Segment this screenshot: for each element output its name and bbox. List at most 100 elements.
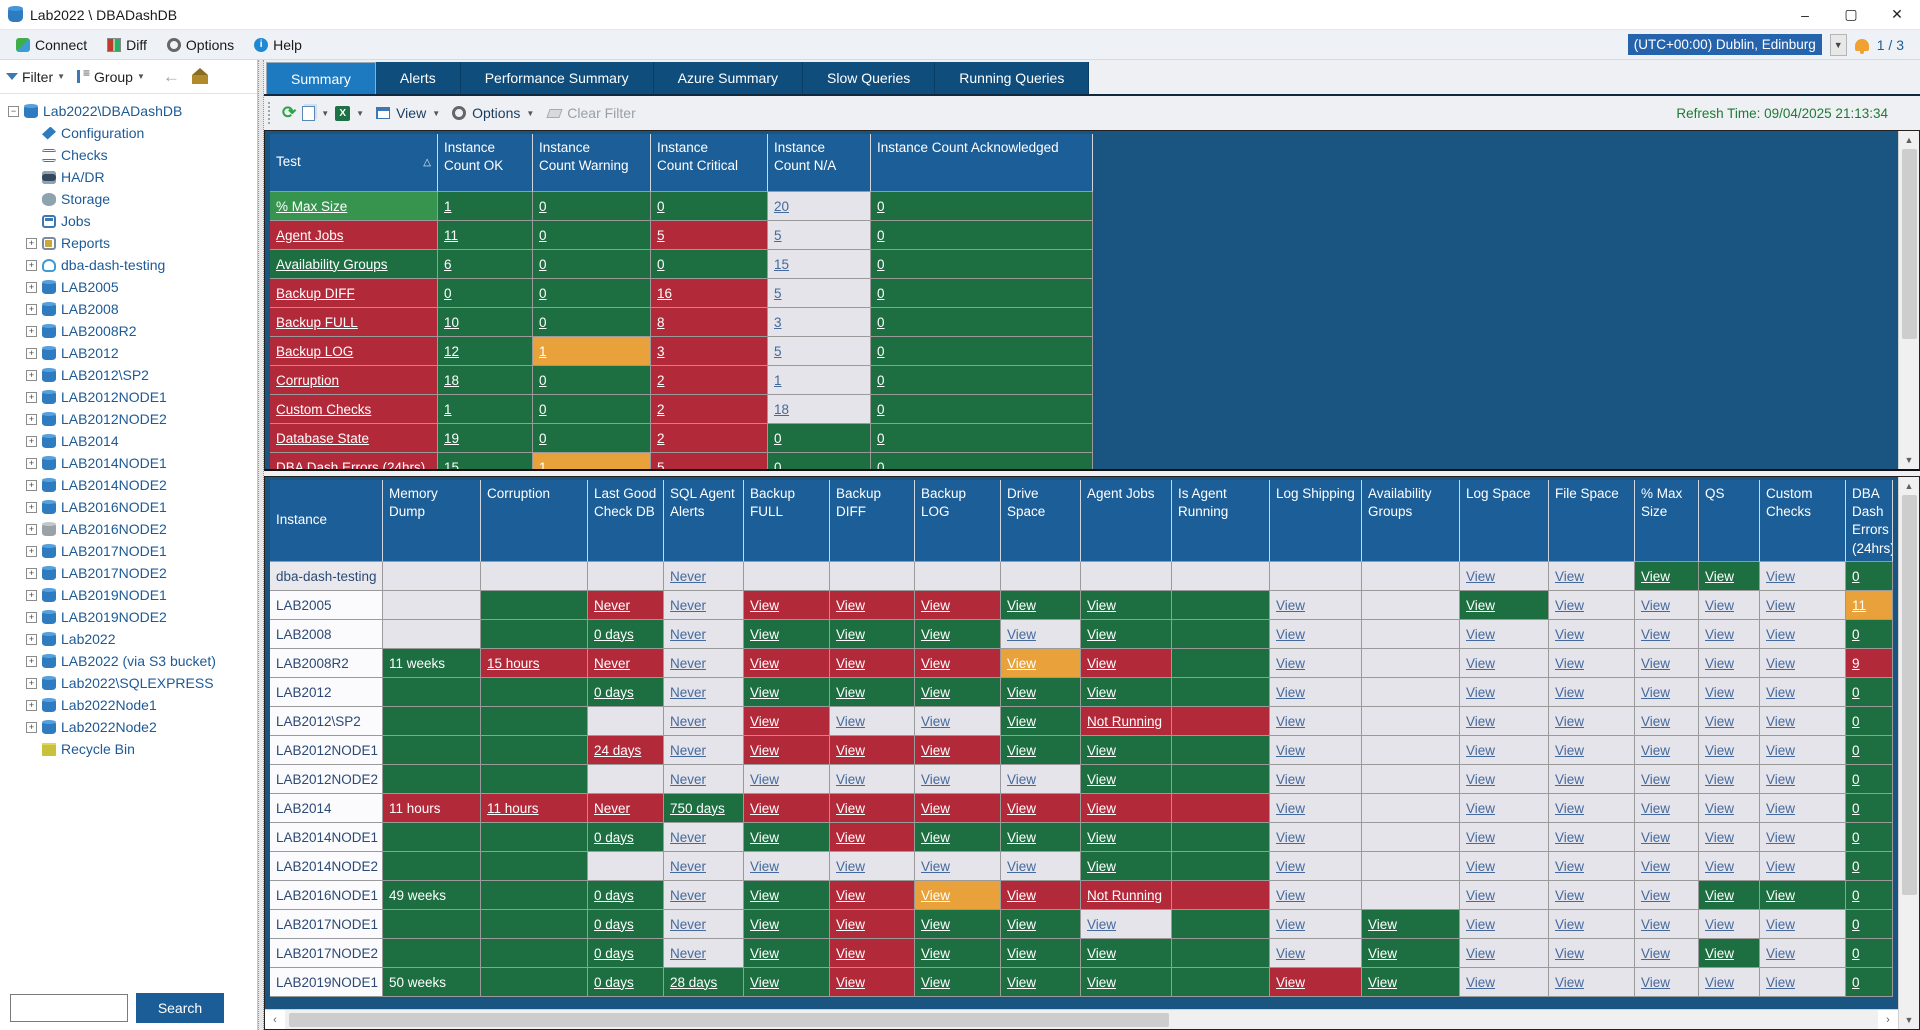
cell-link[interactable]: View xyxy=(750,772,779,787)
cell-link[interactable]: View xyxy=(1766,917,1795,932)
cell-link[interactable]: 11 hours xyxy=(487,801,539,816)
cell-link[interactable]: 0 xyxy=(1852,714,1860,729)
status-cell[interactable]: View xyxy=(915,765,1001,794)
test-name-cell[interactable]: Database State xyxy=(270,424,438,453)
test-name-cell[interactable]: % Max Size xyxy=(270,192,438,221)
cell-link[interactable]: Availability Groups xyxy=(276,257,388,272)
status-cell[interactable]: View xyxy=(1001,707,1081,736)
cell-link[interactable]: Backup LOG xyxy=(276,344,353,359)
status-cell[interactable]: View xyxy=(830,707,915,736)
instance-name-cell[interactable]: LAB2014 xyxy=(270,794,383,823)
cell-link[interactable]: View xyxy=(921,859,950,874)
column-header[interactable]: DBA Dash Errors (24hrs) xyxy=(1846,480,1893,562)
tree-item[interactable]: +LAB2016NODE1 xyxy=(4,496,257,518)
cell-link[interactable]: View xyxy=(1766,830,1795,845)
tree-expander-icon[interactable]: + xyxy=(26,238,37,249)
excel-caret-icon[interactable]: ▼ xyxy=(356,109,364,118)
status-cell[interactable]: View xyxy=(1635,562,1699,591)
tree-expander-icon[interactable]: + xyxy=(26,678,37,689)
column-header[interactable]: Test△ xyxy=(270,134,438,192)
instance-name-cell[interactable]: LAB2008 xyxy=(270,620,383,649)
cell-link[interactable]: Not Running xyxy=(1087,714,1162,729)
cell-link[interactable]: Agent Jobs xyxy=(276,228,344,243)
count-cell[interactable]: 0 xyxy=(871,366,1093,395)
tree-expander-icon[interactable]: + xyxy=(26,304,37,315)
count-cell[interactable]: 5 xyxy=(768,279,871,308)
cell-link[interactable]: View xyxy=(1466,656,1495,671)
count-cell[interactable]: 5 xyxy=(651,221,768,250)
status-cell[interactable]: View xyxy=(1362,968,1460,997)
status-cell[interactable]: 0 xyxy=(1846,881,1893,910)
status-cell[interactable]: View xyxy=(1001,968,1081,997)
cell-link[interactable]: View xyxy=(1641,714,1670,729)
cell-link[interactable]: 6 xyxy=(444,257,452,272)
options-caret-icon[interactable]: ▼ xyxy=(526,109,534,118)
cell-link[interactable]: 0 xyxy=(1852,743,1860,758)
cell-link[interactable]: View xyxy=(921,714,950,729)
cell-link[interactable]: View xyxy=(1555,859,1584,874)
view-button[interactable]: View xyxy=(396,105,426,121)
cell-link[interactable]: View xyxy=(1766,975,1795,990)
cell-link[interactable]: 11 xyxy=(444,228,458,243)
cell-link[interactable]: View xyxy=(1007,859,1036,874)
status-cell[interactable]: View xyxy=(1760,765,1846,794)
status-cell[interactable]: View xyxy=(1549,939,1635,968)
status-cell[interactable]: View xyxy=(744,765,830,794)
status-cell[interactable]: View xyxy=(1001,649,1081,678)
cell-link[interactable]: View xyxy=(1555,888,1584,903)
cell-link[interactable]: View xyxy=(921,656,950,671)
cell-link[interactable]: View xyxy=(1641,569,1670,584)
cell-link[interactable]: 0 xyxy=(657,199,665,214)
status-cell[interactable]: View xyxy=(1362,939,1460,968)
tree-expander-icon[interactable]: + xyxy=(26,590,37,601)
cell-link[interactable]: View xyxy=(1766,685,1795,700)
instance-name-cell[interactable]: LAB2012 xyxy=(270,678,383,707)
count-cell[interactable]: 1 xyxy=(533,453,651,471)
status-cell[interactable]: View xyxy=(1460,968,1549,997)
count-cell[interactable]: 10 xyxy=(438,308,533,337)
cell-link[interactable]: View xyxy=(1466,685,1495,700)
cell-link[interactable]: View xyxy=(1705,569,1734,584)
instance-name-cell[interactable]: LAB2012NODE1 xyxy=(270,736,383,765)
status-cell[interactable]: 0 xyxy=(1846,620,1893,649)
status-cell[interactable]: View xyxy=(915,968,1001,997)
cell-link[interactable]: View xyxy=(921,946,950,961)
status-cell[interactable]: View xyxy=(1081,823,1172,852)
cell-link[interactable]: 12 xyxy=(444,344,459,359)
cell-link[interactable]: % Max Size xyxy=(276,199,347,214)
cell-link[interactable]: View xyxy=(836,627,865,642)
cell-link[interactable]: View xyxy=(921,830,950,845)
status-cell[interactable]: View xyxy=(744,852,830,881)
cell-link[interactable]: View xyxy=(750,830,779,845)
tree-expander-icon[interactable]: + xyxy=(26,480,37,491)
cell-link[interactable]: 2 xyxy=(657,402,665,417)
cell-link[interactable]: 750 days xyxy=(670,801,725,816)
cell-link[interactable]: View xyxy=(1007,714,1036,729)
cell-link[interactable]: View xyxy=(1466,830,1495,845)
status-cell[interactable]: 0 days xyxy=(588,939,664,968)
count-cell[interactable]: 0 xyxy=(871,250,1093,279)
cell-link[interactable]: View xyxy=(750,801,779,816)
tree-item[interactable]: +LAB2019NODE1 xyxy=(4,584,257,606)
status-cell[interactable]: 11 xyxy=(1846,591,1893,620)
cell-link[interactable]: View xyxy=(1007,627,1036,642)
tree-item[interactable]: +Lab2022 xyxy=(4,628,257,650)
tree-item[interactable]: +LAB2008 xyxy=(4,298,257,320)
menu-item-diff[interactable]: Diff xyxy=(97,34,157,56)
cell-link[interactable]: View xyxy=(1276,830,1305,845)
status-cell[interactable]: View xyxy=(1760,620,1846,649)
cell-link[interactable]: View xyxy=(1466,772,1495,787)
column-header[interactable]: Drive Space xyxy=(1001,480,1081,562)
cell-link[interactable]: View xyxy=(1007,598,1036,613)
status-cell[interactable]: View xyxy=(1270,620,1362,649)
status-cell[interactable]: 11 hours xyxy=(383,794,481,823)
cell-link[interactable]: View xyxy=(1641,859,1670,874)
status-cell[interactable]: View xyxy=(1549,794,1635,823)
cell-link[interactable]: View xyxy=(1641,801,1670,816)
cell-link[interactable]: View xyxy=(1087,656,1116,671)
status-cell[interactable]: View xyxy=(1460,823,1549,852)
cell-link[interactable]: View xyxy=(1007,888,1036,903)
instance-name-cell[interactable]: LAB2005 xyxy=(270,591,383,620)
status-cell[interactable]: View xyxy=(1081,968,1172,997)
tree-expander-icon[interactable]: + xyxy=(26,524,37,535)
